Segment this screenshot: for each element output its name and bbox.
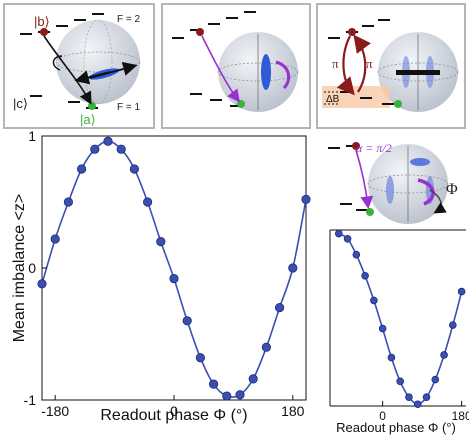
pi-pulse-up [353, 34, 371, 93]
coupling-arc-a [52, 55, 63, 71]
spin-distribution-d-ghost [386, 176, 394, 204]
data-point [378, 324, 387, 333]
panel-c: π π ΔB [316, 3, 466, 129]
state-a-dot [366, 208, 374, 216]
data-point [182, 316, 192, 326]
secondary-chart: 0 180 Readout phase Φ (°) [329, 229, 469, 435]
sphere-equator-d [367, 174, 449, 194]
data-point [334, 229, 343, 238]
rotation-arc-b [275, 60, 291, 90]
data-point [103, 136, 113, 146]
state-a-dot [394, 100, 402, 108]
x-tick-label: 180 [281, 403, 305, 419]
spin-arrow-left [74, 70, 111, 85]
data-point [222, 391, 232, 401]
state-b-dot [40, 28, 48, 36]
phase-arrow-d [429, 189, 447, 214]
transition-arrow-a [43, 35, 92, 105]
pi-label-right: π [366, 56, 373, 71]
data-point [63, 197, 74, 207]
y-tick-label: -1 [24, 392, 37, 408]
state-c-label: |c⟩ [13, 96, 28, 111]
pi-label-left: π [332, 56, 339, 71]
data-point [431, 375, 440, 384]
data-point [129, 164, 139, 174]
secondary-x-axis-label: Readout phase Φ (°) [336, 420, 456, 435]
sphere-equator-c [377, 62, 459, 82]
data-point [343, 235, 352, 243]
spin-distribution-c [396, 70, 440, 75]
panel-d: α = π/2 Φ [328, 141, 458, 224]
data-point [405, 393, 413, 402]
y-tick-label: 1 [28, 128, 36, 144]
data-point [422, 393, 431, 402]
pulse-arrow-d [355, 149, 374, 210]
data-point [288, 263, 298, 273]
data-point [352, 250, 361, 259]
data-point [235, 390, 245, 400]
panel-b [161, 3, 311, 129]
state-b-dot [352, 142, 360, 150]
y-tick-label: 0 [28, 260, 36, 276]
state-a-dot [88, 102, 96, 110]
main-plot-frame [41, 135, 307, 401]
pi-pulse-down [336, 35, 355, 96]
data-point [156, 237, 166, 247]
x-tick-label: 0 [170, 403, 178, 419]
data-point [90, 144, 100, 154]
data-point [116, 144, 126, 154]
pulse-arrow-b [201, 35, 240, 103]
main-y-axis-label: Mean imbalance <z> [11, 194, 28, 343]
sphere-equator-b [217, 62, 299, 82]
delta-b-label: ΔB [326, 94, 340, 105]
data-point [361, 271, 369, 280]
data-point [413, 400, 422, 409]
f2-label: F = 2 [117, 14, 141, 25]
bloch-sphere-a [56, 20, 140, 104]
data-point [396, 377, 404, 386]
panel-a: |b⟩ |c⟩ |a⟩ F = 2 F = 1 [3, 3, 155, 129]
data-point [387, 353, 396, 362]
data-point [77, 164, 87, 174]
main-chart: -180 0 180 1 0 -1 Readout phase Φ (°) Mean im… [11, 128, 311, 424]
data-point [209, 379, 219, 389]
state-b-dot [196, 28, 204, 36]
state-a-dot [237, 100, 245, 108]
data-point [169, 273, 179, 284]
data-point [301, 194, 311, 204]
state-a-label: |a⟩ [80, 112, 96, 127]
data-point [143, 197, 153, 207]
data-point [195, 353, 205, 363]
spin-distribution-b [261, 54, 271, 90]
data-point [440, 351, 448, 359]
state-b-dot [348, 28, 356, 36]
f1-label: F = 1 [117, 102, 141, 113]
data-point [261, 342, 271, 352]
spin-distribution-d-top [410, 158, 430, 166]
data-point [370, 296, 378, 305]
data-point [457, 287, 466, 296]
data-point [248, 374, 258, 384]
data-point [449, 321, 457, 329]
data-point [50, 234, 60, 244]
x-tick-label: 180 [452, 409, 469, 423]
phi-label: Φ [446, 181, 458, 198]
x-tick-label: -180 [41, 403, 69, 419]
data-point [37, 279, 47, 289]
main-x-axis-label: Readout phase Φ (°) [100, 407, 247, 424]
sphere-meridian-a [83, 19, 113, 105]
x-tick-label: 0 [379, 409, 386, 423]
state-b-label: |b⟩ [34, 14, 50, 29]
alpha-label: α = π/2 [356, 141, 392, 155]
data-point [274, 302, 285, 313]
